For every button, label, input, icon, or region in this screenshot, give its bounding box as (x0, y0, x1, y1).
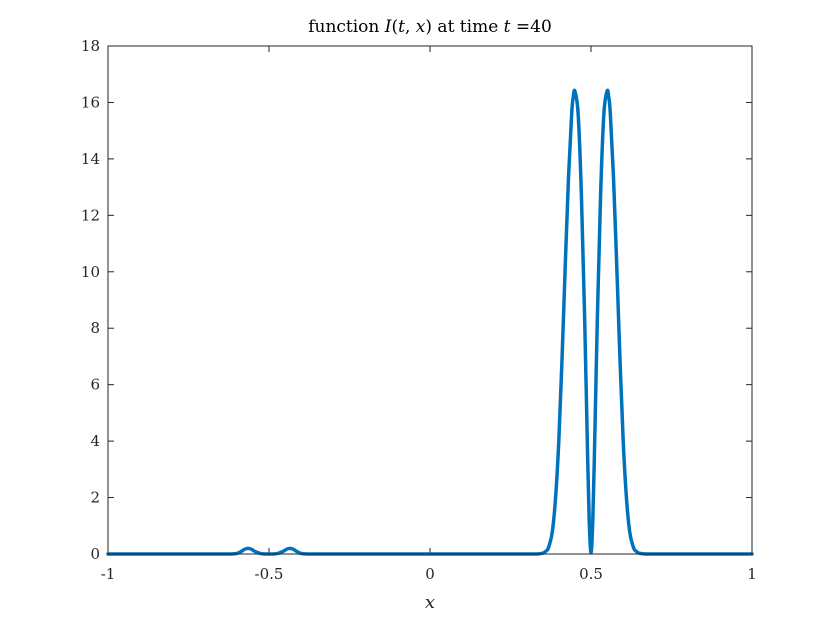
title-function-name: I (384, 17, 392, 37)
x-tick-label: -0.5 (255, 565, 284, 583)
title-prefix: function (308, 17, 385, 37)
title-time-value: =40 (511, 17, 552, 37)
x-tick-label: 0 (425, 565, 435, 583)
x-axis-label: x (425, 592, 435, 613)
y-tick-label: 14 (81, 150, 100, 168)
title-arg-x: x (416, 17, 426, 37)
y-tick-label: 0 (90, 545, 100, 563)
x-tick-label: -1 (101, 565, 116, 583)
y-tick-label: 2 (90, 489, 100, 507)
y-tick-label: 6 (90, 376, 100, 394)
y-tick-label: 18 (81, 37, 100, 55)
title-args-open: ( (392, 17, 399, 37)
title-arg-t: t (398, 17, 405, 37)
y-tick-label: 4 (90, 432, 100, 450)
chart-title: function I(t, x) at time t =40 (308, 17, 552, 37)
title-middle: at time (432, 17, 504, 37)
x-tick-label: 1 (747, 565, 757, 583)
y-tick-label: 16 (81, 93, 100, 111)
y-tick-label: 12 (81, 206, 100, 224)
y-tick-label: 8 (90, 319, 100, 337)
y-tick-label: 10 (81, 263, 100, 281)
title-args-close: ) (425, 17, 432, 37)
title-time-var: t (504, 17, 511, 37)
x-tick-label: 0.5 (579, 565, 603, 583)
plot-area-frame (107, 45, 753, 555)
series-line-0 (106, 88, 754, 556)
series-layer (106, 88, 754, 556)
title-comma: , (405, 17, 416, 37)
